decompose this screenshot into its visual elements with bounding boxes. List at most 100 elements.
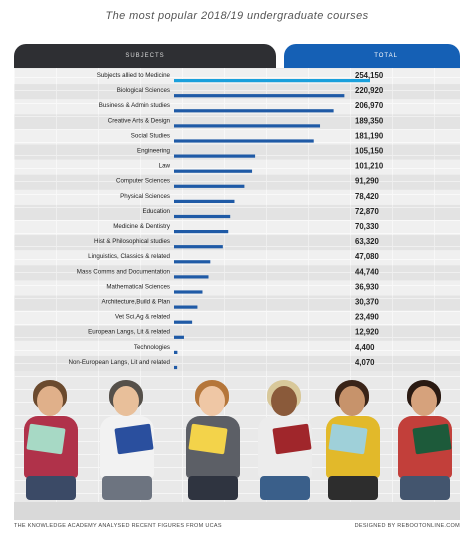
category-label: Linguistics, Classics & related xyxy=(88,253,170,260)
student-figure xyxy=(18,378,84,518)
value-label: 4,400 xyxy=(355,343,375,352)
students-reading-photo xyxy=(14,372,460,520)
value-label: 44,740 xyxy=(355,267,380,276)
category-label: Medicine & Dentistry xyxy=(113,223,171,230)
book xyxy=(412,423,452,455)
row-stripe xyxy=(14,159,460,175)
category-label: Law xyxy=(159,163,171,170)
row-stripe xyxy=(14,205,460,220)
book xyxy=(26,423,66,455)
category-label: Vet Sci,Ag & related xyxy=(115,314,171,321)
value-label: 206,970 xyxy=(355,101,384,110)
bar xyxy=(174,124,321,128)
row-stripe xyxy=(14,340,460,356)
row-stripe xyxy=(14,296,460,311)
value-label: 78,420 xyxy=(355,192,380,201)
bar xyxy=(174,335,184,339)
category-label: Mass Comms and Documentation xyxy=(77,268,171,275)
book xyxy=(188,423,228,455)
value-label: 30,370 xyxy=(355,298,380,307)
category-label: Subjects allied to Medicine xyxy=(97,72,171,79)
bar xyxy=(174,79,370,83)
student-figure xyxy=(320,378,386,518)
category-label: Architecture,Build & Plan xyxy=(102,299,171,306)
row-stripe xyxy=(14,250,460,266)
bar xyxy=(174,154,256,158)
book xyxy=(328,423,368,455)
category-label: Biological Sciences xyxy=(117,87,170,94)
bar xyxy=(174,350,178,354)
bar xyxy=(174,169,253,173)
head xyxy=(113,386,139,416)
row-stripe xyxy=(14,280,460,296)
bar xyxy=(174,275,209,279)
category-label: Engineering xyxy=(137,148,171,155)
category-label: Technologies xyxy=(134,344,170,351)
bar xyxy=(174,365,178,370)
value-label: 23,490 xyxy=(355,313,380,322)
row-stripe xyxy=(14,310,460,326)
head xyxy=(271,386,297,416)
value-label: 12,920 xyxy=(355,328,380,337)
bar xyxy=(174,320,193,324)
value-label: 70,330 xyxy=(355,222,380,231)
bar xyxy=(174,214,231,219)
legs xyxy=(188,476,238,500)
total-header: TOTAL xyxy=(284,44,460,68)
value-label: 254,150 xyxy=(355,71,384,80)
value-label: 220,920 xyxy=(355,86,384,95)
value-label: 101,210 xyxy=(355,162,384,171)
head xyxy=(37,386,63,416)
bar xyxy=(174,260,211,264)
legs xyxy=(260,476,310,500)
legs xyxy=(400,476,450,500)
category-label: Hist & Philosophical studies xyxy=(94,238,170,245)
legs xyxy=(26,476,76,500)
bar xyxy=(174,139,314,143)
student-figure xyxy=(392,378,458,518)
source-note: THE KNOWLEDGE ACADEMY ANALYSED RECENT FI… xyxy=(14,523,222,529)
row-stripe xyxy=(14,129,460,145)
design-credit: DESIGNED BY REBOOTONLINE.COM xyxy=(354,523,460,529)
head xyxy=(411,386,437,416)
row-stripe xyxy=(14,220,460,236)
bar xyxy=(174,109,334,113)
legs xyxy=(328,476,378,500)
value-label: 63,320 xyxy=(355,237,380,246)
legs xyxy=(102,476,152,500)
bench xyxy=(14,502,460,520)
bar xyxy=(174,305,198,309)
bar-chart: Subjects allied to Medicine 254,150 Biolog… xyxy=(14,69,460,370)
head xyxy=(199,386,225,416)
value-label: 4,070 xyxy=(355,358,375,367)
value-label: 36,930 xyxy=(355,282,380,291)
student-figure xyxy=(180,378,246,518)
bar xyxy=(174,184,245,188)
book xyxy=(272,423,312,455)
bar xyxy=(174,245,223,249)
category-label: Computer Sciences xyxy=(116,178,170,185)
row-stripe xyxy=(14,189,460,205)
head xyxy=(339,386,365,416)
brick-wall-background xyxy=(14,68,460,520)
value-label: 47,080 xyxy=(355,252,380,261)
value-label: 189,350 xyxy=(355,116,384,125)
category-label: Education xyxy=(142,208,170,215)
row-stripe xyxy=(14,99,460,115)
value-label: 91,290 xyxy=(355,177,380,186)
row-stripe xyxy=(14,326,460,341)
category-label: Creative Arts & Design xyxy=(108,117,171,124)
student-figure xyxy=(94,378,160,518)
category-label: European Langs, Lit & related xyxy=(88,329,170,336)
student-figure xyxy=(252,378,318,518)
row-stripe xyxy=(14,235,460,250)
bar xyxy=(174,94,345,98)
book xyxy=(114,423,154,455)
chart-title: The most popular 2018/19 undergraduate c… xyxy=(105,10,369,22)
category-label: Mathematical Sciences xyxy=(106,283,170,290)
value-label: 72,870 xyxy=(355,207,380,216)
category-label: Physical Sciences xyxy=(120,193,170,200)
value-label: 105,150 xyxy=(355,147,384,156)
category-label: Business & Admin studies xyxy=(99,102,170,109)
bar xyxy=(174,199,235,203)
